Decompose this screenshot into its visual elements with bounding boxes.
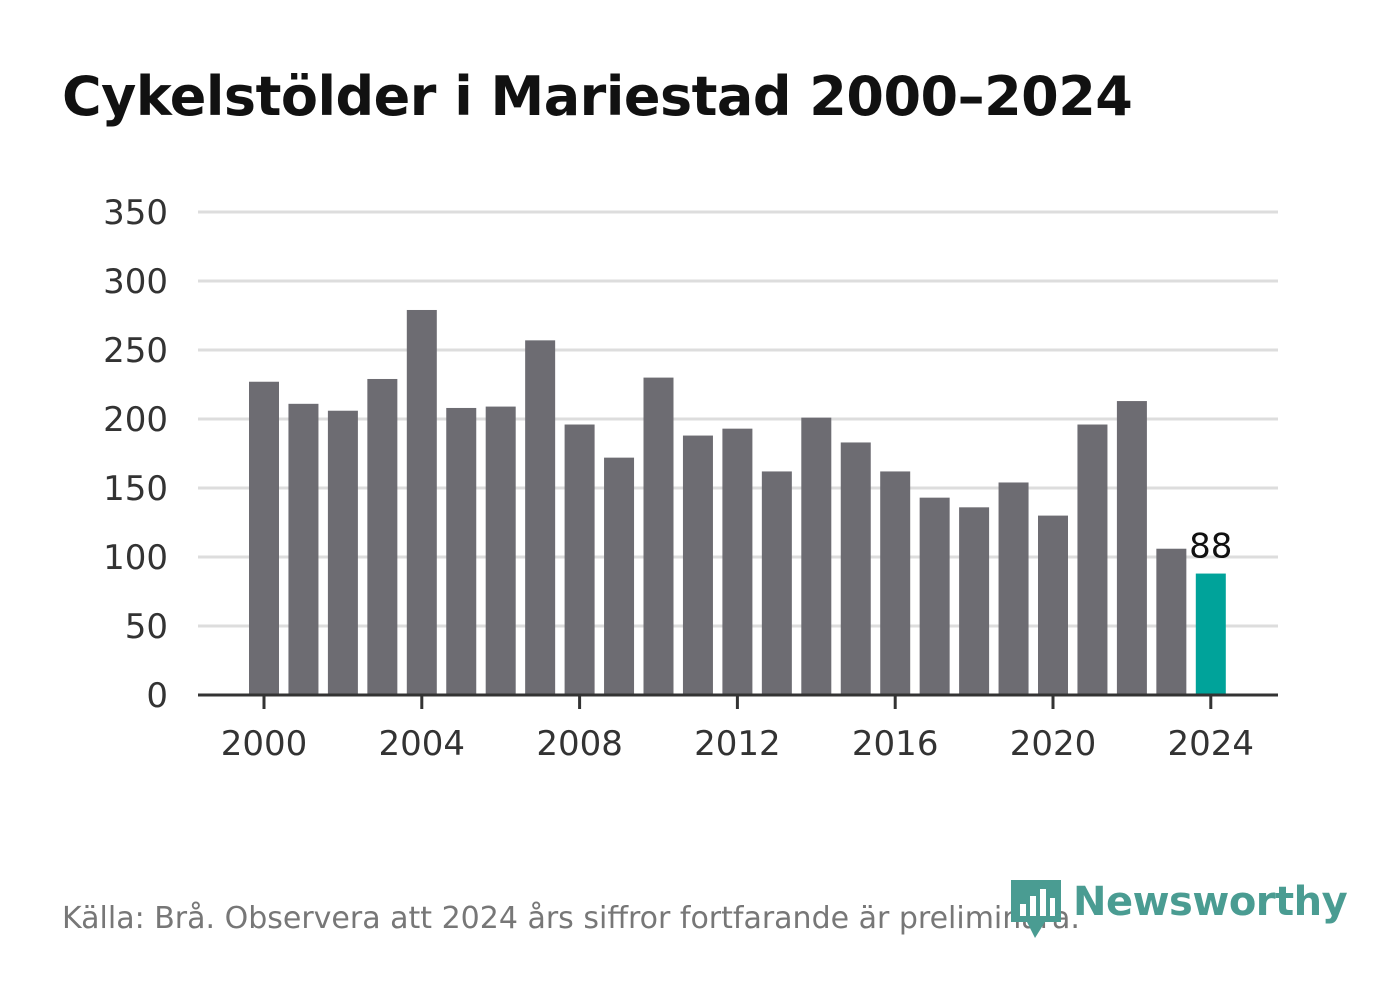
bar-2005 (446, 407, 477, 695)
bar-2019 (998, 482, 1029, 695)
x-tick-label: 2004 (379, 724, 466, 764)
x-tick-label: 2024 (1168, 724, 1255, 764)
annotations: 88 (1189, 527, 1232, 567)
bar-2003 (367, 378, 398, 695)
bar-2009 (604, 457, 635, 695)
bar-2017 (919, 497, 950, 695)
x-tick-label: 2008 (536, 724, 623, 764)
y-tick-label: 150 (103, 469, 168, 509)
bar-2004 (406, 309, 437, 695)
y-tick-label: 50 (125, 607, 168, 647)
chart-title: Cykelstölder i Mariestad 2000–2024 (62, 65, 1133, 128)
bar-2012 (722, 428, 753, 695)
y-tick-label: 300 (103, 262, 168, 302)
bar-2018 (959, 507, 990, 695)
bar-2024 (1195, 573, 1226, 695)
source-note: Källa: Brå. Observera att 2024 års siffr… (62, 901, 1080, 936)
bar-2011 (682, 435, 713, 695)
y-axis-labels: 0 50 100 150 200 250 300 350 (103, 193, 168, 716)
x-tick-label: 2000 (221, 724, 308, 764)
x-axis (198, 693, 1278, 709)
bar-2008 (564, 424, 595, 695)
x-tick-label: 2012 (694, 724, 781, 764)
bar-2015 (840, 442, 871, 695)
brand-name: Newsworthy (1073, 879, 1348, 925)
bar-2007 (525, 340, 556, 695)
bar-2021 (1077, 424, 1108, 695)
bar-2013 (761, 471, 792, 695)
value-label-2024: 88 (1189, 527, 1232, 567)
y-tick-label: 200 (103, 400, 168, 440)
brand-logo: Newsworthy (1011, 879, 1348, 940)
x-tick-label: 2020 (1010, 724, 1097, 764)
y-tick-label: 100 (103, 538, 168, 578)
x-tick-label: 2016 (852, 724, 939, 764)
y-tick-label: 350 (103, 193, 168, 233)
bar-2010 (643, 377, 674, 695)
x-axis-labels: 2000 2004 2008 2012 2016 2020 2024 (221, 724, 1254, 764)
bar-2016 (880, 471, 911, 695)
y-tick-label: 0 (146, 676, 168, 716)
bar-2020 (1038, 515, 1068, 695)
bar-2001 (288, 403, 319, 695)
bar-2006 (485, 406, 516, 695)
bar-2023 (1156, 548, 1187, 695)
bars (249, 309, 1226, 695)
bar-2022 (1116, 401, 1147, 695)
bar-2000 (249, 381, 279, 695)
bar-2014 (801, 417, 832, 695)
bar-chart-pin-icon (1011, 880, 1061, 938)
y-tick-label: 250 (103, 331, 168, 371)
bar-2002 (327, 410, 358, 695)
